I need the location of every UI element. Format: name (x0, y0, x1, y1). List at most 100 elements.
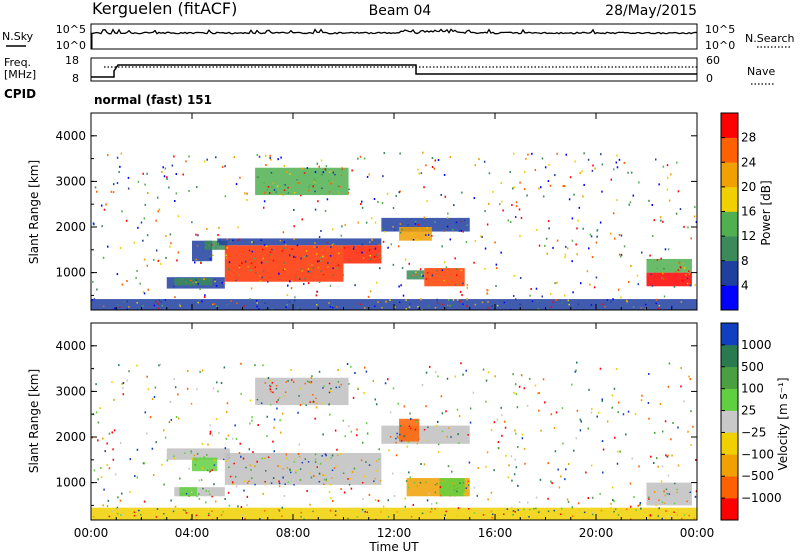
velocity-speckle (336, 454, 339, 457)
velocity-scatter-point (602, 448, 605, 451)
velocity-scatter-point (440, 395, 443, 398)
velocity-scatter-point (456, 408, 459, 411)
velocity-scatter-point (606, 420, 609, 423)
power-speckle (263, 182, 265, 184)
power-speckle (487, 301, 489, 303)
power-scatter-point (538, 187, 540, 190)
power-scatter-point (461, 191, 463, 194)
velocity-scatter-point (496, 418, 499, 421)
velocity-speckle (310, 381, 313, 383)
velocity-scatter-point (562, 442, 564, 445)
power-speckle (415, 271, 417, 274)
velocity-scatter-point (329, 509, 332, 512)
power-speckle (285, 306, 287, 308)
power-speckle (347, 192, 350, 194)
velocity-speckle (395, 441, 397, 444)
velocity-scatter-point (485, 400, 487, 403)
velocity-speckle (625, 508, 628, 510)
velocity-scatter-point (631, 457, 633, 460)
velocity-scatter-point (224, 447, 227, 450)
power-scatter-point (447, 299, 450, 302)
velocity-scatter-point (625, 433, 627, 436)
velocity-speckle (222, 511, 224, 513)
power-scatter-point (453, 204, 455, 207)
velocity-scatter-point (375, 403, 378, 406)
velocity-scatter-point (521, 437, 524, 440)
power-scatter-point (203, 278, 205, 281)
power-speckle (293, 192, 296, 194)
velocity-scatter-point (315, 395, 317, 398)
power-scatter-point (165, 235, 167, 238)
power-scatter-point (541, 157, 544, 160)
power-speckle (606, 299, 609, 301)
power-scatter-point (474, 164, 476, 167)
velocity-speckle (389, 436, 392, 438)
velocity-scatter-point (209, 430, 212, 433)
velocity-scatter-point (151, 398, 154, 401)
power-scatter-point (452, 298, 455, 301)
velocity-speckle (329, 484, 332, 486)
power-speckle (214, 279, 216, 281)
power-scatter-point (156, 196, 159, 199)
velocity-scatter-point (315, 396, 317, 399)
velocity-scatter-point (166, 459, 169, 462)
power-speckle (405, 308, 408, 310)
velocity-scatter-point (122, 393, 125, 396)
power-scatter-point (458, 229, 461, 232)
velocity-speckle (209, 493, 211, 495)
velocity-speckle (264, 382, 267, 384)
power-scatter-point (390, 243, 393, 246)
power-scatter-point (290, 287, 293, 290)
velocity-scatter-point (423, 463, 426, 466)
velocity-speckle (185, 512, 188, 514)
velocity-scatter-point (102, 437, 104, 440)
velocity-scatter-point (361, 441, 364, 444)
power-scatter-point (377, 200, 379, 203)
velocity-speckle (299, 479, 302, 481)
power-scatter-point (500, 182, 503, 185)
velocity-speckle (190, 518, 192, 520)
velocity-colorbar-tick-label: −500 (741, 469, 774, 483)
velocity-speckle (693, 517, 696, 520)
power-speckle (325, 169, 327, 171)
power-scatter-point (524, 171, 526, 174)
power-scatter-point (250, 269, 252, 272)
power-scatter-point (630, 264, 632, 267)
freq-panel: Freq. [MHz] 18 8 60 0 Nave (4, 54, 775, 85)
velocity-speckle (376, 514, 379, 517)
power-scatter-point (146, 234, 149, 237)
velocity-scatter-point (622, 413, 625, 416)
velocity-scatter-point (436, 424, 438, 427)
power-speckle (411, 233, 413, 235)
power-speckle (263, 244, 266, 246)
power-speckle (219, 239, 221, 241)
freq-panel-frame (90, 57, 698, 82)
power-scatter-point (694, 206, 696, 209)
velocity-speckle (629, 518, 632, 520)
power-scatter-point (206, 158, 208, 161)
velocity-scatter-point (350, 365, 352, 368)
power-scatter-point (542, 195, 545, 198)
power-speckle (225, 254, 228, 257)
velocity-scatter-point (203, 456, 205, 459)
power-speckle (670, 305, 673, 308)
velocity-scatter-point (235, 485, 238, 488)
power-scatter-point (419, 268, 422, 271)
power-speckle (164, 299, 167, 301)
power-scatter-point (677, 190, 680, 193)
velocity-scatter-point (409, 476, 411, 479)
power-scatter-point (188, 155, 190, 158)
velocity-scatter-point (374, 398, 377, 401)
velocity-scatter-point (487, 371, 490, 374)
power-scatter-point (277, 158, 279, 161)
velocity-speckle (250, 477, 253, 479)
velocity-scatter-point (388, 449, 390, 452)
velocity-speckle (614, 508, 617, 510)
power-speckle (550, 306, 552, 308)
velocity-scatter-point (514, 383, 517, 386)
velocity-speckle (281, 403, 284, 406)
power-speckle (243, 305, 245, 307)
power-scatter-point (147, 192, 149, 195)
velocity-scatter-point (629, 482, 632, 485)
